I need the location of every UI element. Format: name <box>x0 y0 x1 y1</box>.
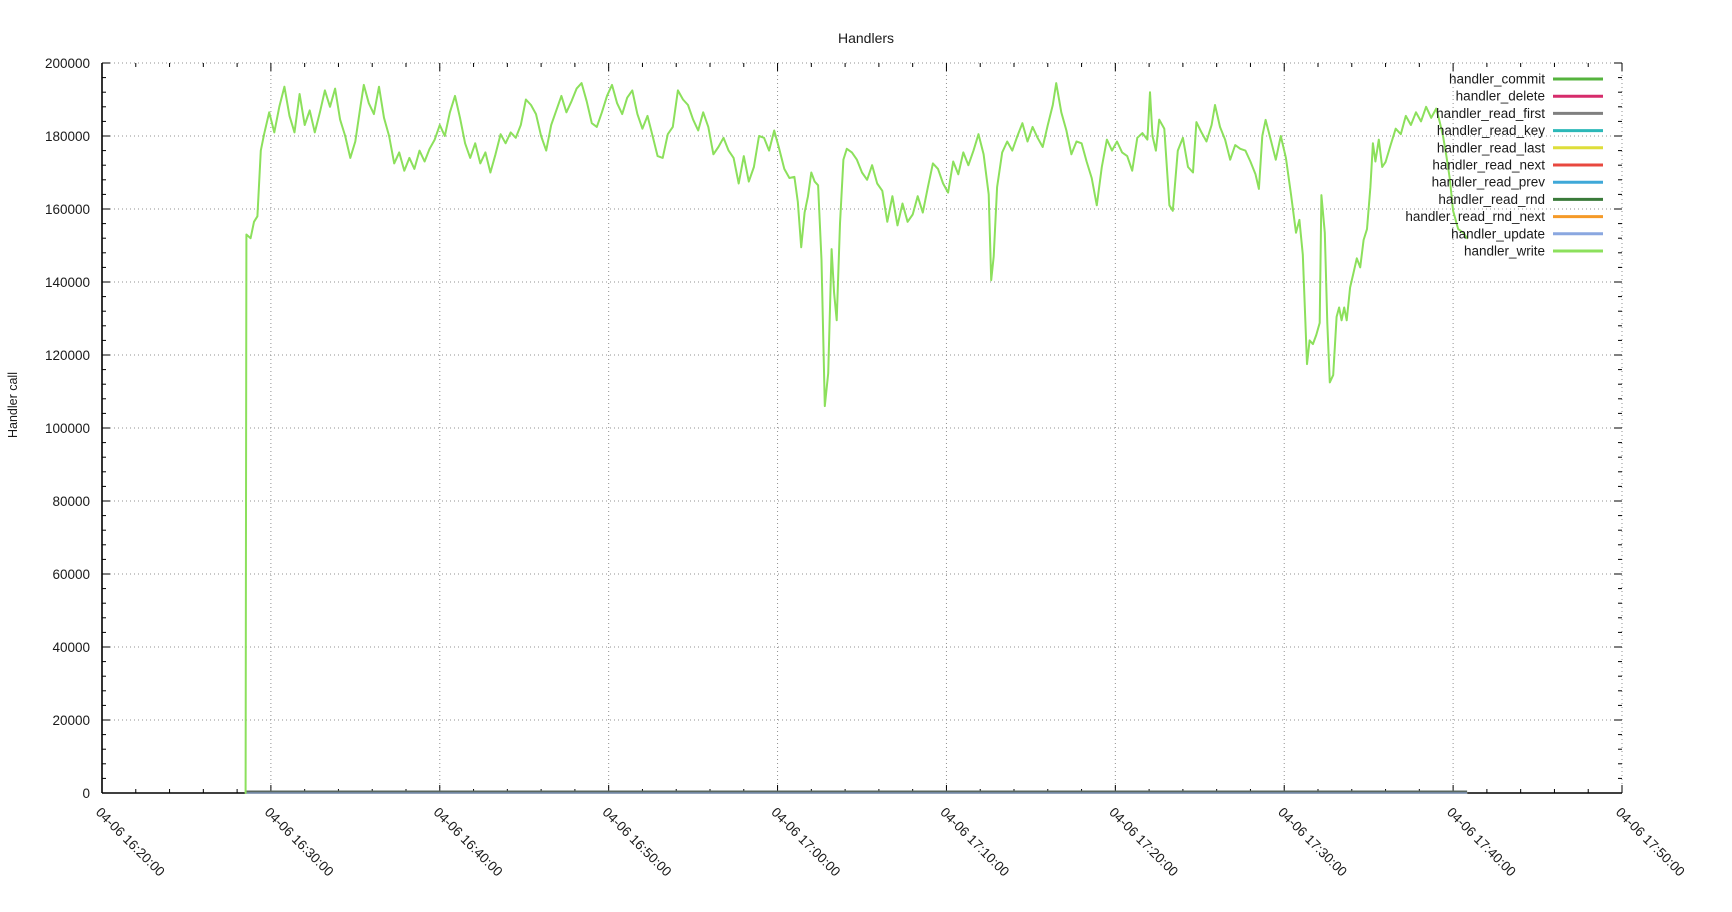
legend-label: handler_delete <box>1456 89 1545 104</box>
y-tick-label: 180000 <box>45 129 90 144</box>
x-tick-label: 04-06 17:00:00 <box>768 805 843 880</box>
legend-item-handler_read_next: handler_read_next <box>1432 158 1603 173</box>
y-tick-label: 160000 <box>45 202 90 217</box>
legend-label: handler_write <box>1464 244 1545 259</box>
legend: handler_commit handler_delete handler_read… <box>1405 72 1603 259</box>
x-tick-label: 04-06 16:40:00 <box>431 805 506 880</box>
legend-label: handler_read_next <box>1432 158 1545 173</box>
legend-item-handler_update: handler_update <box>1451 226 1603 241</box>
x-tick-label: 04-06 17:50:00 <box>1613 805 1688 880</box>
x-tick-label: 04-06 17:20:00 <box>1106 805 1181 880</box>
x-tick-label: 04-06 17:40:00 <box>1444 805 1519 880</box>
legend-item-handler_write: handler_write <box>1464 244 1603 259</box>
y-tick-label: 200000 <box>45 56 90 71</box>
y-tick-label: 20000 <box>52 713 90 728</box>
y-tick-label: 40000 <box>52 640 90 655</box>
x-tick-label: 04-06 16:30:00 <box>262 805 337 880</box>
y-tick-label: 80000 <box>52 494 90 509</box>
chart-title: Handlers <box>837 30 895 46</box>
y-tick-label: 140000 <box>45 275 90 290</box>
legend-label: handler_read_rnd_next <box>1405 209 1545 224</box>
legend-label: handler_read_last <box>1437 140 1545 155</box>
legend-item-handler_read_rnd: handler_read_rnd <box>1438 192 1603 207</box>
y-tick-label: 0 <box>82 786 90 801</box>
x-tick-label: 04-06 17:10:00 <box>937 805 1012 880</box>
legend-item-handler_read_rnd_next: handler_read_rnd_next <box>1405 209 1603 224</box>
legend-label: handler_read_rnd <box>1438 192 1545 207</box>
x-tick-label: 04-06 16:50:00 <box>600 805 675 880</box>
legend-item-handler_commit: handler_commit <box>1449 72 1603 87</box>
legend-label: handler_read_prev <box>1432 175 1546 190</box>
y-axis-title: Handler call <box>6 372 20 439</box>
legend-item-handler_read_key: handler_read_key <box>1437 123 1603 138</box>
legend-item-handler_read_prev: handler_read_prev <box>1432 175 1603 190</box>
x-tick-label: 04-06 17:30:00 <box>1275 805 1350 880</box>
legend-item-handler_read_first: handler_read_first <box>1436 106 1603 121</box>
legend-label: handler_commit <box>1449 72 1545 87</box>
x-tick-label: 04-06 16:20:00 <box>93 805 168 880</box>
legend-label: handler_update <box>1451 226 1545 241</box>
y-tick-label: 120000 <box>45 348 90 363</box>
legend-label: handler_read_key <box>1437 123 1545 138</box>
legend-label: handler_read_first <box>1436 106 1545 121</box>
legend-item-handler_delete: handler_delete <box>1456 89 1603 104</box>
y-tick-label: 100000 <box>45 421 90 436</box>
legend-item-handler_read_last: handler_read_last <box>1437 140 1603 155</box>
y-tick-label: 60000 <box>52 567 90 582</box>
series-handler_write-line <box>244 82 1469 794</box>
